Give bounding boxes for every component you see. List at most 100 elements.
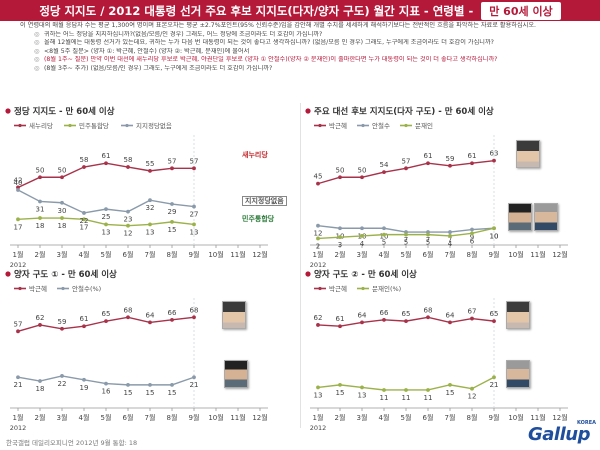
data-label: 7 bbox=[448, 236, 452, 244]
data-point bbox=[470, 161, 474, 166]
data-label: 13 bbox=[190, 228, 199, 236]
data-point bbox=[170, 382, 174, 387]
data-point bbox=[338, 235, 342, 240]
title-bullet-icon bbox=[5, 271, 11, 277]
data-label: 57 bbox=[402, 157, 411, 165]
data-point bbox=[38, 323, 42, 327]
age-group-badge: 만 60세 이상 bbox=[481, 1, 561, 20]
data-point bbox=[192, 315, 196, 320]
data-label: 12 bbox=[314, 230, 323, 238]
data-label: 50 bbox=[336, 166, 345, 174]
x-tick-label: 7월 bbox=[145, 413, 156, 422]
x-tick-label: 8월 bbox=[167, 250, 178, 259]
data-label: 54 bbox=[380, 161, 389, 169]
data-label: 15 bbox=[446, 389, 455, 397]
x-tick-label: 4월 bbox=[379, 250, 390, 259]
footer-source: 한국갤럽 데일리오피니언 2012년 9월 통합: 18 bbox=[6, 439, 138, 447]
data-label: 15 bbox=[168, 226, 177, 234]
data-point bbox=[104, 207, 108, 212]
data-point bbox=[404, 319, 408, 324]
data-label: 15 bbox=[336, 389, 345, 397]
x-tick-label: 11월 bbox=[230, 250, 245, 259]
data-label: 21 bbox=[14, 381, 23, 389]
data-label: 6 bbox=[470, 237, 475, 245]
data-label: 29 bbox=[168, 208, 177, 216]
data-label: 57 bbox=[14, 320, 23, 328]
x-tick-label: 7월 bbox=[445, 250, 456, 259]
x-tick-label: 5월 bbox=[101, 250, 112, 259]
logo-no-party: 지지정당없음 bbox=[242, 196, 287, 206]
data-point bbox=[470, 231, 474, 236]
title-bullet-icon bbox=[305, 271, 311, 277]
candidate-photo-moon bbox=[506, 360, 530, 388]
data-label: 2 bbox=[316, 242, 320, 250]
data-point bbox=[426, 388, 430, 392]
x-tick-label: 5월 bbox=[101, 413, 112, 422]
candidate-photo-ahn bbox=[508, 203, 532, 231]
legend-label: 박근혜 bbox=[329, 121, 347, 130]
data-point bbox=[470, 227, 474, 232]
data-label: 13 bbox=[314, 391, 323, 399]
x-tick-label: 11월 bbox=[530, 413, 545, 422]
x-tick-label: 2월 bbox=[335, 250, 346, 259]
data-label: 66 bbox=[168, 309, 177, 317]
data-label: 27 bbox=[190, 211, 199, 219]
x-tick-label: 10월 bbox=[208, 250, 223, 259]
x-tick-label: 1월 bbox=[313, 250, 324, 259]
gallup-logo-sub: KOREA bbox=[577, 420, 597, 426]
data-point bbox=[382, 226, 386, 231]
x-tick-label: 1월 bbox=[13, 250, 24, 259]
x-tick-label: 6월 bbox=[123, 413, 134, 422]
data-point bbox=[170, 166, 174, 171]
x-tick-label: 12월 bbox=[552, 250, 567, 259]
data-point bbox=[360, 234, 364, 238]
data-label: 18 bbox=[36, 222, 45, 230]
x-tick-label: 10월 bbox=[208, 413, 223, 422]
data-point bbox=[192, 222, 196, 227]
note-item: 올해 12월에는 대통령 선거가 있는데요, 귀하는 누가 다음 번 대통령이 … bbox=[0, 39, 600, 48]
chart-multi-candidate: 주요 대선 후보 지지도(다자 구도) - 만 60세 이상 박근혜 안철수 문재인 1… bbox=[302, 103, 596, 273]
x-tick-label: 1월 bbox=[13, 413, 24, 422]
data-label: 13 bbox=[102, 228, 111, 236]
data-label: 10 bbox=[490, 232, 499, 240]
data-label: 32 bbox=[146, 204, 155, 212]
data-point bbox=[60, 200, 64, 205]
legend-marker bbox=[361, 286, 365, 291]
legend-label: 문재인 bbox=[415, 121, 433, 130]
chart-title: 양자 구도 ② - 만 60세 이상 bbox=[314, 269, 417, 280]
data-point bbox=[338, 324, 342, 329]
data-label: 22 bbox=[58, 380, 67, 388]
candidate-photo-park bbox=[516, 140, 540, 168]
data-point bbox=[404, 232, 408, 237]
candidate-photo-park bbox=[222, 301, 246, 329]
legend-marker bbox=[318, 123, 322, 128]
legend-label: 민주통합당 bbox=[79, 121, 109, 130]
data-label: 22 bbox=[80, 217, 89, 225]
legend-marker bbox=[361, 123, 365, 128]
note-item: (8월 1주~ 질문) 만약 이번 대선에 새누리당 후보로 박근혜, 야권단일… bbox=[0, 56, 600, 65]
data-point bbox=[192, 375, 196, 380]
data-point bbox=[316, 323, 320, 327]
x-tick-label: 7월 bbox=[445, 413, 456, 422]
legend-marker bbox=[404, 123, 408, 128]
data-point bbox=[404, 388, 408, 392]
x-tick-label: 10월 bbox=[508, 250, 523, 259]
x-year-label: 2012 bbox=[310, 261, 327, 269]
legend-marker bbox=[68, 123, 72, 128]
data-label: 31 bbox=[36, 205, 45, 213]
x-tick-label: 8월 bbox=[467, 413, 478, 422]
data-label: 3 bbox=[338, 241, 342, 249]
data-point bbox=[492, 375, 496, 380]
legend-marker bbox=[318, 286, 322, 291]
gallup-logo: Gallup bbox=[528, 424, 590, 445]
data-label: 15 bbox=[146, 389, 155, 397]
data-label: 61 bbox=[80, 315, 89, 323]
data-label: 68 bbox=[424, 306, 433, 314]
data-label: 65 bbox=[402, 310, 411, 318]
data-label: 50 bbox=[36, 166, 45, 174]
chart-two-way-1: 양자 구도 ① - 만 60세 이상 박근혜 안철수(%) 1월 2월 3월 4월 5월 6월 7… bbox=[2, 266, 296, 436]
chart-title: 정당 지지도 - 만 60세 이상 bbox=[14, 106, 115, 117]
data-label: 61 bbox=[102, 152, 111, 160]
data-point bbox=[360, 175, 364, 180]
